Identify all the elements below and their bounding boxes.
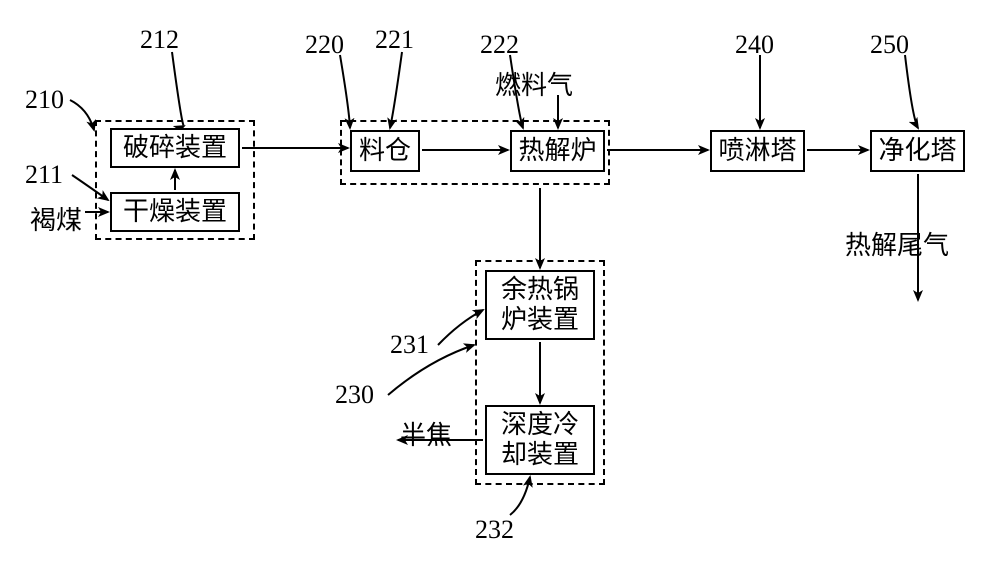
output-tail-gas-label: 热解尾气 (845, 225, 949, 262)
input-lignite-label: 褐煤 (30, 200, 82, 237)
box-crusher-label: 破碎装置 (123, 133, 227, 163)
box-purify-label: 净化塔 (878, 136, 956, 166)
ref-222: 222 (480, 30, 519, 60)
input-fuel-gas-label: 燃料气 (495, 65, 573, 102)
box-purify-tower: 净化塔 (870, 130, 965, 172)
box-pyrolysis: 热解炉 (510, 130, 605, 172)
ref-210: 210 (25, 85, 64, 115)
lead-221 (390, 52, 402, 128)
box-silo: 料仓 (350, 130, 420, 172)
ref-232: 232 (475, 515, 514, 545)
ref-221: 221 (375, 25, 414, 55)
ref-230: 230 (335, 380, 374, 410)
ref-220: 220 (305, 30, 344, 60)
ref-212: 212 (140, 25, 179, 55)
box-spray-label: 喷淋塔 (718, 136, 796, 166)
lead-250 (905, 55, 918, 128)
box-spray-tower: 喷淋塔 (710, 130, 805, 172)
ref-231: 231 (390, 330, 429, 360)
box-cooler-label: 深度冷却装置 (501, 410, 579, 470)
ref-211: 211 (25, 160, 63, 190)
output-semicoke-label: 半焦 (400, 415, 452, 452)
box-pyrolysis-label: 热解炉 (518, 136, 596, 166)
box-waste-heat-boiler: 余热锅炉装置 (485, 270, 595, 340)
ref-250: 250 (870, 30, 909, 60)
box-crusher: 破碎装置 (110, 128, 240, 168)
box-deep-cooler: 深度冷却装置 (485, 405, 595, 475)
lead-212 (172, 52, 184, 126)
box-dryer-label: 干燥装置 (123, 197, 227, 227)
box-whboiler-label: 余热锅炉装置 (501, 275, 579, 335)
box-silo-label: 料仓 (359, 136, 411, 166)
lead-220 (340, 55, 350, 128)
box-dryer: 干燥装置 (110, 192, 240, 232)
lead-210 (70, 100, 94, 130)
ref-240: 240 (735, 30, 774, 60)
